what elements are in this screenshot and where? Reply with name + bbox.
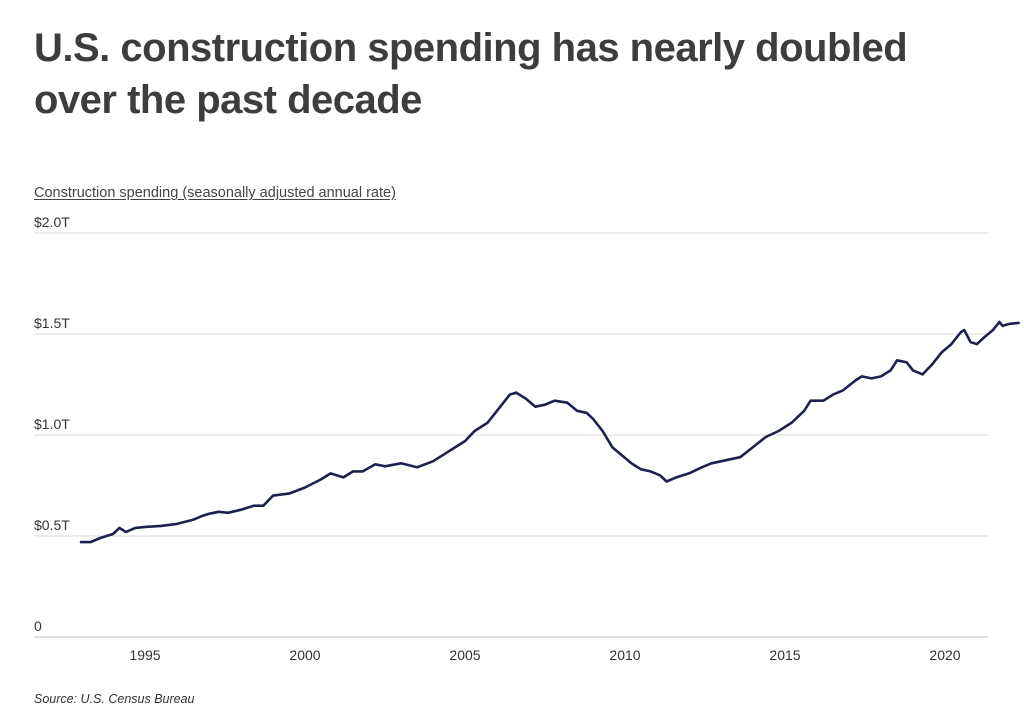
x-tick-label: 2000: [289, 647, 320, 663]
source-note: Source: U.S. Census Bureau: [34, 692, 195, 706]
x-tick-label: 2015: [769, 647, 800, 663]
y-tick-label: $2.0T: [34, 214, 70, 230]
y-tick-label: $1.0T: [34, 416, 70, 432]
x-tick-label: 1995: [129, 647, 160, 663]
y-tick-label: $0.5T: [34, 517, 70, 533]
x-tick-label: 2010: [609, 647, 640, 663]
x-axis-ticks: 1995 2000 2005 2010 2015 2020: [129, 647, 960, 663]
chart-title: U.S. construction spending has nearly do…: [34, 26, 908, 122]
y-tick-label: $1.5T: [34, 315, 70, 331]
y-axis-ticks: 0 $0.5T $1.0T $1.5T $2.0T: [34, 214, 70, 634]
y-tick-label: 0: [34, 618, 42, 634]
x-tick-label: 2005: [449, 647, 480, 663]
gridlines: [34, 232, 988, 537]
construction-spending-line: [79, 320, 1020, 544]
chart-subtitle: Construction spending (seasonally adjust…: [34, 185, 396, 201]
x-tick-label: 2020: [929, 647, 960, 663]
